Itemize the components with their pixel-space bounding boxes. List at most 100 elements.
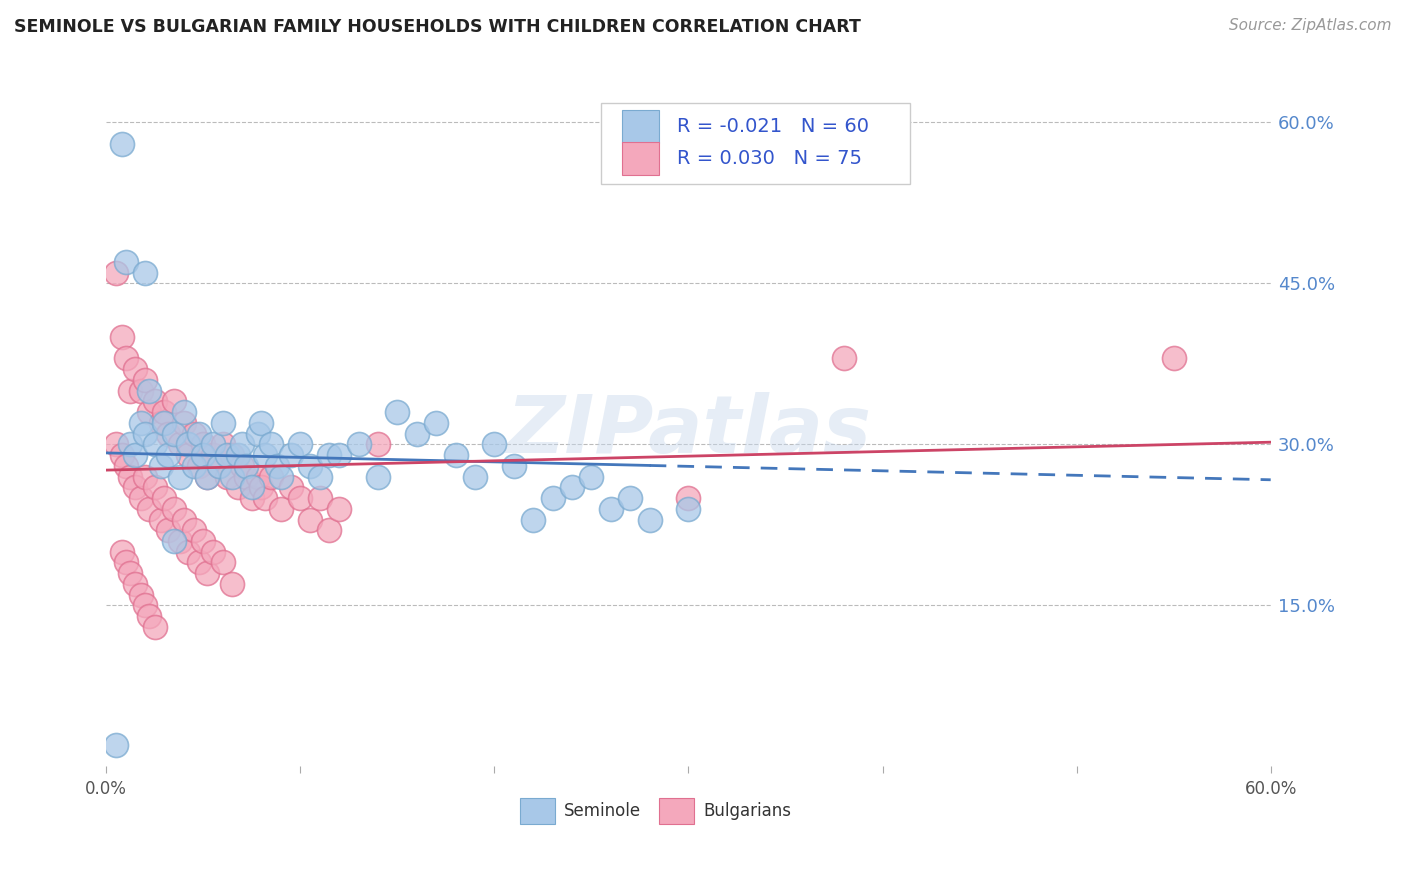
Point xyxy=(138,609,160,624)
Point xyxy=(347,437,370,451)
Point xyxy=(221,469,243,483)
Point xyxy=(367,469,389,483)
Point xyxy=(169,533,191,548)
Point xyxy=(405,426,427,441)
Point xyxy=(169,469,191,483)
Point xyxy=(183,458,205,473)
Point xyxy=(260,437,283,451)
Point xyxy=(425,416,447,430)
Point xyxy=(149,416,172,430)
Point xyxy=(832,351,855,366)
Point xyxy=(111,448,134,462)
Point xyxy=(250,416,273,430)
Point xyxy=(118,384,141,398)
Point xyxy=(104,437,127,451)
Point xyxy=(177,545,200,559)
Point xyxy=(129,491,152,505)
Point xyxy=(231,458,253,473)
Point xyxy=(134,426,156,441)
Point xyxy=(193,533,215,548)
Point xyxy=(211,556,233,570)
Point xyxy=(266,458,288,473)
Point xyxy=(163,501,186,516)
Point xyxy=(134,469,156,483)
Point xyxy=(163,533,186,548)
Point xyxy=(173,512,195,526)
Point xyxy=(270,501,292,516)
Point xyxy=(193,437,215,451)
FancyBboxPatch shape xyxy=(621,142,659,176)
Point xyxy=(153,405,176,419)
Point xyxy=(134,266,156,280)
Point xyxy=(188,458,211,473)
Point xyxy=(177,437,200,451)
Point xyxy=(134,373,156,387)
Point xyxy=(254,448,277,462)
Point xyxy=(177,448,200,462)
Point xyxy=(129,384,152,398)
Point xyxy=(522,512,544,526)
Point xyxy=(221,577,243,591)
Point xyxy=(134,599,156,613)
Point xyxy=(173,416,195,430)
Point xyxy=(149,512,172,526)
Text: Bulgarians: Bulgarians xyxy=(703,802,792,820)
Point xyxy=(638,512,661,526)
Point xyxy=(111,330,134,344)
Point xyxy=(484,437,506,451)
Point xyxy=(143,620,166,634)
Point xyxy=(188,426,211,441)
Point xyxy=(114,351,136,366)
Point xyxy=(367,437,389,451)
Point xyxy=(226,448,249,462)
Text: R = 0.030   N = 75: R = 0.030 N = 75 xyxy=(676,149,862,168)
Point xyxy=(143,394,166,409)
Point xyxy=(153,416,176,430)
Point xyxy=(231,437,253,451)
Point xyxy=(221,448,243,462)
Point xyxy=(149,458,172,473)
Text: R = -0.021   N = 60: R = -0.021 N = 60 xyxy=(676,117,869,136)
Point xyxy=(619,491,641,505)
Point xyxy=(157,523,180,537)
Point xyxy=(111,136,134,151)
Point xyxy=(240,480,263,494)
Point xyxy=(114,556,136,570)
Point xyxy=(195,469,218,483)
Point xyxy=(193,448,215,462)
Point xyxy=(129,588,152,602)
Point xyxy=(183,523,205,537)
Point xyxy=(183,426,205,441)
Point xyxy=(250,480,273,494)
Point xyxy=(290,437,312,451)
Point xyxy=(169,437,191,451)
FancyBboxPatch shape xyxy=(659,797,695,824)
Point xyxy=(254,491,277,505)
Point xyxy=(280,480,302,494)
Point xyxy=(173,405,195,419)
Point xyxy=(195,469,218,483)
Point xyxy=(260,469,283,483)
Point xyxy=(211,437,233,451)
Point xyxy=(104,738,127,752)
Point xyxy=(308,469,330,483)
Text: Source: ZipAtlas.com: Source: ZipAtlas.com xyxy=(1229,18,1392,33)
Point xyxy=(104,266,127,280)
Point xyxy=(118,437,141,451)
Point xyxy=(270,469,292,483)
Point xyxy=(138,405,160,419)
Point xyxy=(318,448,340,462)
Point xyxy=(111,545,134,559)
Point xyxy=(444,448,467,462)
Point xyxy=(208,458,231,473)
Point xyxy=(201,448,224,462)
Point xyxy=(387,405,409,419)
Point xyxy=(124,362,146,376)
Point xyxy=(195,566,218,581)
Text: Seminole: Seminole xyxy=(564,802,641,820)
Point xyxy=(328,448,350,462)
Point xyxy=(211,416,233,430)
Point xyxy=(143,480,166,494)
Point xyxy=(246,426,269,441)
Point xyxy=(157,448,180,462)
